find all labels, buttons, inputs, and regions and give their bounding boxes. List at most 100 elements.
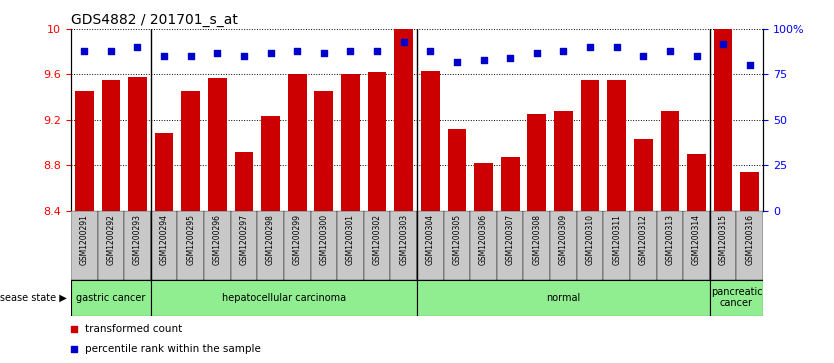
Point	[450, 59, 464, 65]
Bar	[284, 211, 310, 280]
Point	[184, 53, 198, 59]
Text: GSM1200292: GSM1200292	[106, 214, 115, 265]
Bar	[577, 211, 603, 280]
Bar	[310, 211, 337, 280]
Point	[530, 50, 544, 56]
Bar	[71, 211, 98, 280]
Text: GSM1200305: GSM1200305	[452, 214, 461, 265]
Bar	[501, 157, 520, 211]
Point	[477, 57, 490, 63]
Bar	[661, 111, 679, 211]
Point	[370, 48, 384, 54]
Bar	[630, 211, 656, 280]
Point	[397, 39, 410, 45]
Bar	[151, 280, 417, 316]
Bar	[155, 133, 173, 211]
Text: GDS4882 / 201701_s_at: GDS4882 / 201701_s_at	[71, 13, 238, 26]
Bar	[710, 280, 763, 316]
Text: gastric cancer: gastric cancer	[76, 293, 145, 303]
Bar	[178, 211, 204, 280]
Bar	[554, 111, 573, 211]
Point	[211, 50, 224, 56]
Bar	[102, 80, 120, 211]
Text: pancreatic
cancer: pancreatic cancer	[711, 287, 762, 309]
Bar	[75, 91, 93, 211]
Point	[743, 62, 756, 68]
Bar	[364, 211, 390, 280]
Text: GSM1200291: GSM1200291	[80, 214, 88, 265]
Bar	[204, 211, 231, 280]
Bar	[337, 211, 364, 280]
Bar	[470, 211, 497, 280]
Text: GSM1200300: GSM1200300	[319, 214, 329, 265]
Text: GSM1200307: GSM1200307	[505, 214, 515, 265]
Bar	[475, 163, 493, 211]
Point	[158, 53, 171, 59]
Text: GSM1200314: GSM1200314	[692, 214, 701, 265]
Bar	[714, 29, 732, 211]
Text: percentile rank within the sample: percentile rank within the sample	[85, 344, 260, 354]
Text: GSM1200310: GSM1200310	[585, 214, 595, 265]
Text: GSM1200315: GSM1200315	[719, 214, 728, 265]
Bar	[417, 211, 444, 280]
Bar	[607, 80, 626, 211]
Bar	[257, 211, 284, 280]
Bar	[634, 139, 653, 211]
Point	[716, 41, 730, 46]
Point	[663, 48, 676, 54]
Point	[424, 48, 437, 54]
Text: normal: normal	[546, 293, 580, 303]
Point	[131, 44, 144, 50]
Bar	[234, 152, 254, 211]
Text: GSM1200295: GSM1200295	[186, 214, 195, 265]
Point	[317, 50, 330, 56]
Text: GSM1200303: GSM1200303	[399, 214, 408, 265]
Bar	[527, 114, 546, 211]
Point	[290, 48, 304, 54]
Bar	[444, 211, 470, 280]
Point	[264, 50, 277, 56]
Text: GSM1200308: GSM1200308	[532, 214, 541, 265]
Bar	[656, 211, 683, 280]
Bar	[261, 117, 280, 211]
Bar	[741, 172, 759, 211]
Bar	[580, 80, 600, 211]
Bar	[524, 211, 550, 280]
Bar	[124, 211, 151, 280]
Text: GSM1200311: GSM1200311	[612, 214, 621, 265]
Text: GSM1200299: GSM1200299	[293, 214, 302, 265]
Text: GSM1200296: GSM1200296	[213, 214, 222, 265]
Text: GSM1200304: GSM1200304	[426, 214, 435, 265]
Bar	[603, 211, 630, 280]
Bar	[448, 129, 466, 211]
Text: GSM1200297: GSM1200297	[239, 214, 249, 265]
Bar	[208, 78, 227, 211]
Point	[636, 53, 650, 59]
Bar	[497, 211, 524, 280]
Text: GSM1200298: GSM1200298	[266, 214, 275, 265]
Bar	[736, 211, 763, 280]
Text: GSM1200301: GSM1200301	[346, 214, 355, 265]
Bar	[151, 211, 178, 280]
Point	[237, 53, 250, 59]
Point	[557, 48, 570, 54]
Bar	[421, 71, 440, 211]
Text: disease state ▶: disease state ▶	[0, 293, 67, 303]
Text: hepatocellular carcinoma: hepatocellular carcinoma	[222, 293, 346, 303]
Bar	[687, 154, 706, 211]
Point	[610, 44, 623, 50]
Text: GSM1200294: GSM1200294	[159, 214, 168, 265]
Text: GSM1200309: GSM1200309	[559, 214, 568, 265]
Text: transformed count: transformed count	[85, 325, 182, 334]
Point	[690, 53, 703, 59]
Point	[78, 48, 91, 54]
Point	[583, 44, 596, 50]
Bar	[390, 211, 417, 280]
Text: GSM1200306: GSM1200306	[479, 214, 488, 265]
Bar	[394, 29, 413, 211]
Text: GSM1200312: GSM1200312	[639, 214, 648, 265]
Point	[104, 48, 118, 54]
Bar	[417, 280, 710, 316]
Point	[344, 48, 357, 54]
Bar	[128, 77, 147, 211]
